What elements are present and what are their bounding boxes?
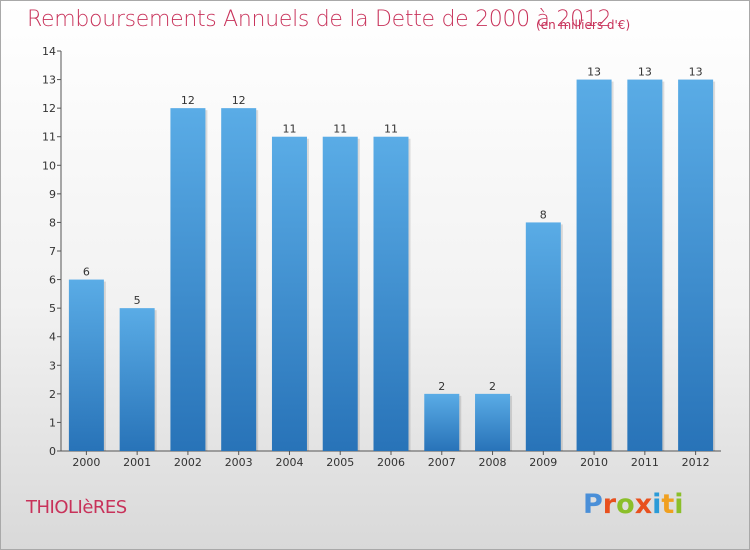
y-tick-label: 5 (49, 302, 56, 315)
bar-data-label: 8 (540, 208, 547, 221)
y-tick-label: 8 (49, 216, 56, 229)
y-tick-label: 3 (49, 359, 56, 372)
y-tick-label: 0 (49, 445, 56, 458)
x-tick-label: 2010 (580, 456, 608, 469)
bar-data-label: 6 (83, 266, 90, 279)
x-tick-label: 2006 (377, 456, 405, 469)
bar (678, 79, 714, 452)
logo-letter: x (634, 489, 653, 520)
bar (322, 136, 358, 451)
logo-letter: t (661, 489, 675, 520)
bar (170, 108, 206, 452)
bar-data-label: 13 (689, 66, 703, 79)
bar-data-label: 11 (384, 123, 398, 136)
bars: 6 5 12 12 11 11 11 2 2 8 13 13 13 (68, 66, 716, 452)
y-tick-label: 11 (42, 131, 56, 144)
bar-data-label: 12 (232, 94, 246, 107)
bar-data-label: 11 (282, 123, 296, 136)
bar (119, 308, 155, 451)
x-tick-label: 2012 (682, 456, 710, 469)
bar-data-label: 13 (638, 66, 652, 79)
x-tick-label: 2004 (275, 456, 303, 469)
x-tick-label: 2008 (479, 456, 507, 469)
x-tick-label: 2002 (174, 456, 202, 469)
bar (475, 393, 511, 451)
y-tick-label: 4 (49, 331, 56, 344)
chart-title: Remboursements Annuels de la Dette de 20… (27, 7, 612, 32)
logo-letter: r (602, 489, 617, 520)
bar-data-label: 13 (587, 66, 601, 79)
y-tick-label: 14 (42, 45, 56, 58)
x-tick-label: 2005 (326, 456, 354, 469)
bar (373, 136, 409, 451)
x-tick-label: 2007 (428, 456, 456, 469)
x-tick-label: 2001 (123, 456, 151, 469)
y-tick-label: 13 (42, 74, 56, 87)
bar (525, 222, 561, 451)
logo-letter: i (674, 489, 684, 520)
bar-data-label: 2 (438, 380, 445, 393)
commune-name: THIOLIèRES (26, 497, 127, 518)
bar (576, 79, 612, 452)
bar (221, 108, 257, 452)
bar-data-label: 11 (333, 123, 347, 136)
bar (271, 136, 307, 451)
bar (68, 279, 104, 451)
y-tick-label: 1 (49, 416, 56, 429)
x-tick-label: 2003 (225, 456, 253, 469)
bar-data-label: 2 (489, 380, 496, 393)
bar (424, 393, 460, 451)
bar (627, 79, 663, 452)
logo-letter: o (616, 489, 635, 520)
logo-letter: P (583, 489, 603, 520)
x-tick-label: 2000 (72, 456, 100, 469)
bar-data-label: 5 (134, 294, 141, 307)
x-tick-label: 2011 (631, 456, 659, 469)
bar-data-label: 12 (181, 94, 195, 107)
y-tick-label: 10 (42, 159, 56, 172)
y-tick-label: 9 (49, 188, 56, 201)
logo-letter: i (652, 489, 662, 520)
y-tick-label: 2 (49, 388, 56, 401)
proxiti-logo: Proxiti (583, 489, 684, 520)
y-tick-label: 12 (42, 102, 56, 115)
x-tick-label: 2009 (529, 456, 557, 469)
y-tick-label: 6 (49, 274, 56, 287)
chart-subtitle: (en milliers d'€) (536, 18, 631, 32)
y-tick-label: 7 (49, 245, 56, 258)
